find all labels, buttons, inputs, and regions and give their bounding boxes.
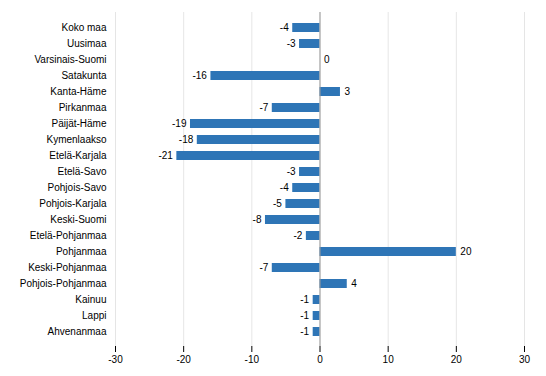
svg-text:0: 0	[317, 354, 323, 365]
svg-text:-4: -4	[280, 22, 289, 33]
svg-text:Lappi: Lappi	[82, 310, 106, 321]
svg-text:Etelä-Savo: Etelä-Savo	[58, 166, 107, 177]
svg-text:3: 3	[344, 86, 350, 97]
svg-text:Pohjois-Karjala: Pohjois-Karjala	[39, 198, 107, 209]
svg-text:Keski-Pohjanmaa: Keski-Pohjanmaa	[28, 262, 107, 273]
svg-text:Varsinais-Suomi: Varsinais-Suomi	[34, 54, 106, 65]
svg-text:-1: -1	[300, 310, 309, 321]
svg-text:-5: -5	[273, 198, 282, 209]
svg-text:Etelä-Pohjanmaa: Etelä-Pohjanmaa	[30, 230, 107, 241]
svg-text:10: 10	[383, 354, 395, 365]
svg-text:Etelä-Karjala: Etelä-Karjala	[49, 150, 107, 161]
svg-text:20: 20	[451, 354, 463, 365]
svg-text:-7: -7	[259, 102, 268, 113]
svg-text:30: 30	[519, 354, 531, 365]
svg-text:-2: -2	[293, 230, 302, 241]
svg-text:-16: -16	[192, 70, 207, 81]
svg-text:-20: -20	[176, 354, 191, 365]
svg-text:Päijät-Häme: Päijät-Häme	[51, 118, 106, 129]
svg-text:Pohjanmaa: Pohjanmaa	[56, 246, 107, 257]
svg-text:-3: -3	[287, 38, 296, 49]
svg-text:Keski-Suomi: Keski-Suomi	[50, 214, 106, 225]
svg-text:Pohjois-Savo: Pohjois-Savo	[48, 182, 107, 193]
svg-text:Pohjois-Pohjanmaa: Pohjois-Pohjanmaa	[20, 278, 107, 289]
svg-text:-18: -18	[179, 134, 194, 145]
svg-text:20: 20	[460, 246, 472, 257]
svg-text:-1: -1	[300, 326, 309, 337]
svg-text:-10: -10	[245, 354, 260, 365]
svg-text:Satakunta: Satakunta	[61, 70, 106, 81]
svg-text:-3: -3	[287, 166, 296, 177]
svg-text:-19: -19	[172, 118, 187, 129]
svg-text:Kymenlaakso: Kymenlaakso	[46, 134, 106, 145]
svg-text:Pirkanmaa: Pirkanmaa	[59, 102, 107, 113]
svg-text:-8: -8	[253, 214, 262, 225]
svg-text:Koko maa: Koko maa	[61, 22, 106, 33]
svg-text:Uusimaa: Uusimaa	[67, 38, 107, 49]
svg-text:-30: -30	[108, 354, 123, 365]
svg-text:Kainuu: Kainuu	[75, 294, 106, 305]
svg-text:-4: -4	[280, 182, 289, 193]
svg-text:-7: -7	[259, 262, 268, 273]
svg-text:-1: -1	[300, 294, 309, 305]
svg-text:4: 4	[351, 278, 357, 289]
svg-text:Kanta-Häme: Kanta-Häme	[50, 86, 107, 97]
svg-text:Ahvenanmaa: Ahvenanmaa	[48, 326, 107, 337]
svg-text:0: 0	[324, 54, 330, 65]
svg-text:-21: -21	[158, 150, 173, 161]
